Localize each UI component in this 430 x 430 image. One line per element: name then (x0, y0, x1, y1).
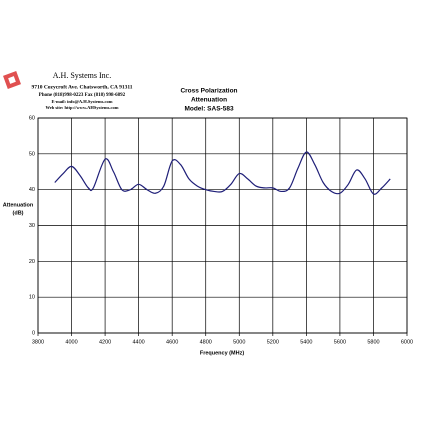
y-tick-label: 50 (29, 151, 35, 157)
plot-frame (37, 117, 408, 334)
x-tick-label: 6000 (401, 339, 413, 345)
company-name: A.H. Systems Inc. (53, 71, 111, 80)
x-axis-label: Frequency (MHz) (200, 350, 244, 356)
x-tick-label: 3800 (32, 339, 44, 345)
y-axis-label: (dB) (13, 210, 24, 216)
logo (3, 71, 21, 89)
x-tick-label: 4800 (200, 339, 212, 345)
y-tick-label: 40 (29, 187, 35, 193)
company-email: E-mail: info@A.H.Systems.com (52, 99, 113, 104)
x-tick-label: 5600 (334, 339, 346, 345)
x-tick-label: 4200 (99, 339, 111, 345)
x-tick-label: 4400 (133, 339, 145, 345)
company-address: 9710 Cozycroft Ave. Chatsworth, CA 91311 (31, 84, 132, 90)
y-axis-label: Attenuation (3, 202, 34, 208)
x-tick-label: 4600 (166, 339, 178, 345)
y-tick-label: 60 (29, 115, 35, 121)
company-phone: Phone (818)998-0223 Fax (818) 998-6892 (39, 93, 126, 98)
y-tick-label: 0 (32, 330, 35, 336)
y-tick-label: 20 (29, 259, 35, 265)
x-tick-label: 5000 (233, 339, 245, 345)
company-web: Web site: http://www.AHSystems.com (46, 105, 119, 110)
chart-title: Attenuation (191, 97, 227, 104)
x-tick-label: 5800 (367, 339, 379, 345)
x-tick-label: 5400 (300, 339, 312, 345)
data-line (54, 151, 391, 195)
chart-title: Model: SAS-583 (184, 106, 234, 113)
x-tick-label: 4000 (65, 339, 77, 345)
chart-title: Cross Polarization (180, 88, 237, 95)
y-tick-label: 10 (29, 295, 35, 301)
x-tick-label: 5200 (267, 339, 279, 345)
y-tick-label: 30 (29, 223, 35, 229)
